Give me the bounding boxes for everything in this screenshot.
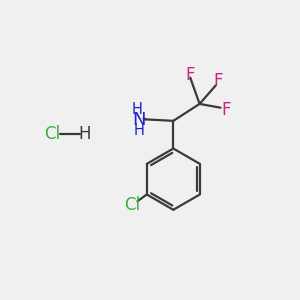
Text: F: F xyxy=(214,72,223,90)
Text: F: F xyxy=(221,101,231,119)
Text: H: H xyxy=(78,125,91,143)
Text: H: H xyxy=(131,102,142,117)
Text: Cl: Cl xyxy=(124,196,140,214)
Text: H: H xyxy=(134,123,144,138)
Text: Cl: Cl xyxy=(44,125,60,143)
Text: N: N xyxy=(132,111,146,129)
Text: F: F xyxy=(185,66,195,84)
